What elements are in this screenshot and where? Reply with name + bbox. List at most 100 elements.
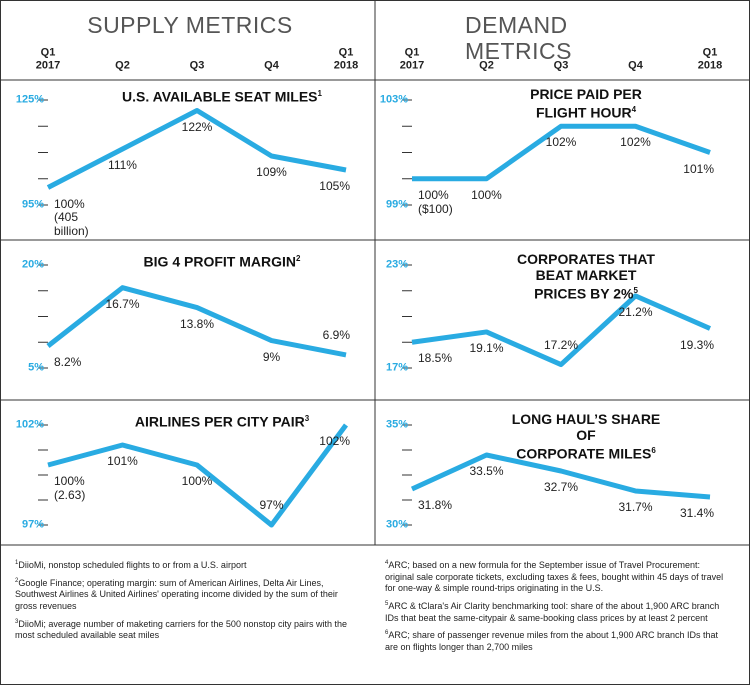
x-tick-label: Q2 [479, 59, 494, 72]
x-tick-label: Q4 [264, 59, 279, 72]
column-heading: SUPPLY METRICS [87, 12, 293, 38]
value-label: 102% [620, 135, 651, 150]
footnote-text: ARC; based on a new formula for the Sept… [385, 560, 724, 594]
footnote-text: Google Finance; operating margin: sum of… [15, 577, 338, 612]
footnote-text: DiioMi; average number of maketing carri… [15, 618, 347, 641]
footnote: 3DiioMi; average number of maketing carr… [15, 619, 360, 642]
value-label: 6.9% [322, 327, 350, 342]
chart-title-text: LONG HAUL’S SHARE OF CORPORATE MILES [511, 411, 661, 462]
value-label: 102% [545, 135, 577, 150]
chart-title-text: U.S. AVAILABLE SEAT MILES [122, 88, 318, 105]
y-tick-label: 97% [21, 518, 44, 531]
footnote-ref: 4 [631, 105, 637, 114]
value-label: 100% ($100) [418, 187, 453, 216]
value-label: 32.7% [543, 480, 579, 494]
data-line [410, 452, 711, 500]
chart-title: LONG HAUL’S SHARE OF CORPORATE MILES6 [504, 411, 668, 462]
y-tick-label: 103% [379, 93, 408, 106]
footnote-ref: 6 [651, 446, 656, 455]
footnote-marker: 3 [15, 618, 19, 625]
x-tick-label: Q3 [553, 59, 569, 72]
value-label: 105% [319, 179, 350, 193]
footnote: 4ARC; based on a new formula for the Sep… [385, 560, 730, 595]
chart-title: BIG 4 PROFIT MARGIN2 [144, 251, 301, 270]
value-label: 100% (2.63) [54, 474, 86, 502]
value-label: 109% [256, 165, 287, 179]
footnote-text: ARC & tClara's Air Clarity benchmarking … [385, 601, 720, 623]
value-label: 111% [108, 158, 137, 172]
x-tick-label: Q4 [628, 59, 643, 72]
value-label: 19.1% [469, 340, 504, 355]
footnote-marker: 6 [385, 630, 389, 637]
data-line [411, 293, 712, 368]
y-tick-label: 102% [15, 418, 44, 431]
footnote-marker: 5 [385, 601, 389, 608]
footnotes: 1DiioMi, nonstop scheduled flights to or… [15, 560, 360, 648]
value-label: 16.7% [105, 296, 140, 311]
value-label: 9% [262, 349, 281, 364]
value-label: 21.2% [618, 304, 653, 319]
value-label: 100% (405 billion) [54, 196, 89, 239]
footnote-ref: 5 [633, 286, 638, 295]
footnote-ref: 2 [296, 254, 301, 263]
value-label: 101% [683, 161, 714, 176]
data-line [46, 285, 347, 358]
value-label: 19.3% [679, 337, 714, 352]
value-label: 8.2% [54, 355, 82, 370]
footnote-marker: 2 [15, 577, 19, 584]
y-tick-label: 23% [385, 258, 408, 271]
x-tick-label: Q1 2017 [399, 46, 425, 72]
footnote: 6ARC; share of passenger revenue miles f… [385, 630, 730, 653]
column-heading: DEMAND METRICS [465, 12, 572, 65]
footnote: 2Google Finance; operating margin: sum o… [15, 578, 360, 613]
chart-title: U.S. AVAILABLE SEAT MILES1 [122, 86, 322, 105]
value-label: 13.8% [179, 316, 215, 331]
value-label: 17.2% [543, 337, 579, 352]
footnote: 5ARC & tClara's Air Clarity benchmarking… [385, 601, 730, 624]
x-tick-label: Q1 2018 [333, 46, 359, 72]
y-tick-label: 99% [385, 198, 408, 211]
y-tick-label: 20% [21, 258, 44, 271]
chart-title: CORPORATES THAT BEAT MARKET PRICES BY 2%… [504, 251, 668, 302]
data-line [46, 108, 347, 190]
value-label: 33.5% [469, 464, 504, 478]
y-tick-label: 17% [385, 361, 408, 374]
data-line [412, 123, 711, 182]
y-tick-label: 30% [385, 518, 408, 531]
footnote-marker: 1 [15, 560, 19, 566]
value-label: 100% [471, 187, 502, 202]
value-label: 100% [181, 474, 213, 488]
value-label: 97% [259, 498, 284, 512]
value-label: 31.8% [418, 498, 453, 512]
footnote-ref: 3 [304, 414, 310, 423]
data-line [47, 423, 349, 528]
value-label: 102% [319, 434, 350, 448]
y-tick-label: 35% [385, 418, 408, 431]
y-tick-label: 95% [21, 198, 44, 211]
x-tick-label: Q1 2017 [35, 46, 61, 72]
footnote-text: ARC; share of passenger revenue miles fr… [385, 630, 719, 653]
footnote-text: DiioMi, nonstop scheduled flights to or … [18, 560, 247, 570]
chart-title: AIRLINES PER CITY PAIR3 [135, 411, 309, 430]
chart-title-text: PRICE PAID PER FLIGHT HOUR [530, 86, 642, 121]
x-tick-label: Q3 [189, 59, 205, 72]
value-label: 101% [107, 454, 138, 468]
chart-title-text: AIRLINES PER CITY PAIR [134, 413, 305, 430]
chart-title: PRICE PAID PER FLIGHT HOUR4 [504, 86, 668, 121]
x-tick-label: Q1 2018 [697, 46, 723, 72]
footnotes: 4ARC; based on a new formula for the Sep… [385, 560, 730, 660]
chart-title-text: CORPORATES THAT BEAT MARKET PRICES BY 2% [517, 251, 655, 302]
footnote-marker: 4 [385, 560, 389, 566]
y-tick-label: 125% [15, 93, 44, 106]
x-tick-label: Q2 [115, 59, 130, 72]
value-label: 31.7% [618, 500, 653, 514]
value-label: 31.4% [679, 506, 714, 520]
y-tick-label: 5% [28, 361, 44, 374]
footnote-ref: 1 [317, 89, 322, 98]
value-label: 122% [181, 119, 213, 134]
value-label: 18.5% [418, 351, 453, 366]
footnote: 1DiioMi, nonstop scheduled flights to or… [15, 560, 360, 572]
chart-title-text: BIG 4 PROFIT MARGIN [143, 253, 296, 270]
